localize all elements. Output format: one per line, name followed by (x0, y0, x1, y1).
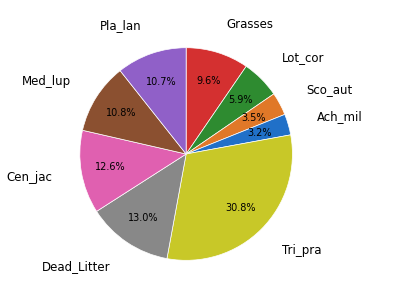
Wedge shape (82, 71, 186, 154)
Text: 12.6%: 12.6% (95, 162, 126, 172)
Text: Pla_lan: Pla_lan (100, 19, 141, 32)
Text: Med_lup: Med_lup (22, 75, 71, 88)
Wedge shape (167, 135, 292, 260)
Wedge shape (186, 48, 246, 154)
Text: 5.9%: 5.9% (228, 95, 253, 105)
Wedge shape (186, 114, 291, 154)
Text: Tri_pra: Tri_pra (282, 244, 322, 257)
Wedge shape (186, 66, 274, 154)
Text: 13.0%: 13.0% (128, 213, 159, 223)
Wedge shape (120, 48, 186, 154)
Text: Lot_cor: Lot_cor (282, 51, 325, 64)
Text: Dead_Litter: Dead_Litter (42, 261, 110, 274)
Wedge shape (80, 130, 186, 211)
Text: Grasses: Grasses (227, 18, 273, 31)
Text: Cen_jac: Cen_jac (6, 171, 52, 184)
Text: 9.6%: 9.6% (196, 76, 221, 86)
Text: 3.5%: 3.5% (241, 113, 266, 123)
Text: 10.7%: 10.7% (146, 77, 176, 87)
Text: 10.8%: 10.8% (106, 108, 137, 118)
Wedge shape (97, 154, 186, 259)
Text: 3.2%: 3.2% (248, 128, 272, 138)
Text: Sco_aut: Sco_aut (306, 83, 352, 96)
Text: Ach_mil: Ach_mil (317, 110, 363, 123)
Wedge shape (186, 94, 285, 154)
Text: 30.8%: 30.8% (225, 203, 255, 213)
